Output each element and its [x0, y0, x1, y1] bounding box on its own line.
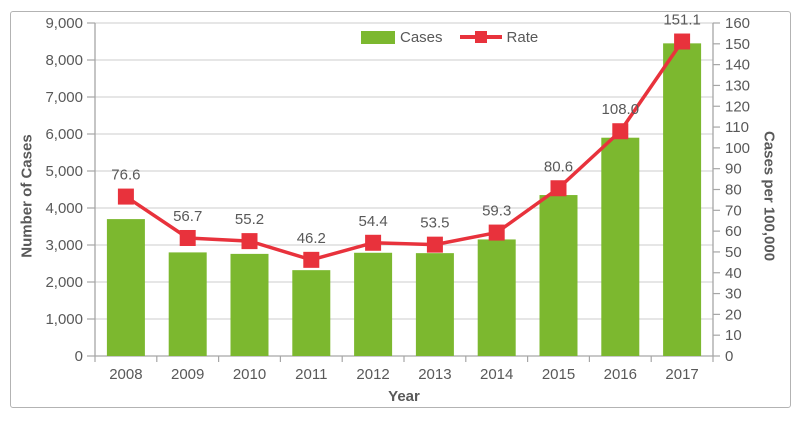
rate-legend-label: Rate	[506, 28, 539, 46]
right-axis-tick-label: 70	[725, 202, 742, 219]
right-axis-tick-label: 10	[725, 327, 742, 344]
right-axis-tick-label: 80	[725, 182, 742, 199]
rate-data-label: 76.6	[111, 167, 140, 184]
right-axis-tick-label: 120	[725, 98, 750, 115]
rate-marker-2013	[426, 236, 443, 253]
right-axis-tick-label: 130	[725, 77, 750, 94]
right-axis-tick-label: 20	[725, 306, 742, 323]
left-axis-tick-label: 3,000	[45, 237, 83, 254]
bar-2011	[292, 270, 331, 356]
left-axis-tick-label: 6,000	[45, 126, 83, 143]
year-label: 2011	[295, 366, 327, 383]
rate-data-label: 55.2	[235, 211, 264, 228]
rate-marker-2008	[117, 188, 134, 205]
year-label: 2015	[542, 366, 575, 383]
year-label: 2016	[604, 366, 637, 383]
year-label: 2010	[233, 366, 266, 383]
rate-marker-2016	[612, 123, 629, 140]
left-axis-tick-label: 4,000	[45, 200, 83, 217]
bar-2013	[415, 253, 454, 356]
year-label: 2009	[171, 366, 204, 383]
rate-marker-2012	[365, 234, 382, 251]
right-axis-tick-label: 140	[725, 57, 750, 74]
bar-2008	[106, 219, 145, 356]
x-axis-title: Year	[388, 388, 420, 405]
rate-data-label: 53.5	[420, 215, 449, 232]
cases-legend-label: Cases	[400, 28, 443, 46]
left-axis-tick-label: 5,000	[45, 163, 83, 180]
rate-data-label: 151.1	[663, 12, 701, 29]
right-axis-tick-label: 150	[725, 36, 750, 53]
rate-marker-2017	[674, 33, 691, 50]
right-axis-title: Cases per 100,000	[760, 130, 778, 262]
right-axis-tick-label: 30	[725, 286, 742, 303]
rate-line	[124, 40, 684, 262]
bar-2012	[354, 252, 393, 356]
right-axis-tick-label: 50	[725, 244, 742, 261]
left-axis-tick-label: 9,000	[45, 15, 83, 32]
right-axis-tick-label: 40	[725, 265, 742, 282]
rate-data-label: 46.2	[297, 230, 326, 247]
bar-2015	[539, 195, 578, 356]
rate-data-label: 80.6	[544, 158, 573, 175]
rate-data-label: 108.0	[602, 101, 640, 118]
left-axis-tick-label: 7,000	[45, 89, 83, 106]
rate-legend-line-icon	[459, 30, 502, 44]
rate-data-label: 56.7	[173, 208, 202, 225]
rate-marker-2009	[179, 229, 196, 246]
chart-legend: Cases Rate	[361, 27, 538, 47]
year-label: 2013	[418, 366, 451, 383]
rate-data-label: 54.4	[358, 213, 387, 230]
bar-2016	[601, 137, 640, 356]
left-axis-tick-label: 8,000	[45, 52, 83, 69]
bar-2010	[230, 253, 269, 356]
year-label: 2014	[480, 366, 513, 383]
bar-2017	[663, 43, 702, 356]
left-axis-title: Number of Cases	[18, 134, 36, 258]
year-label: 2008	[109, 366, 142, 383]
right-axis-tick-label: 110	[725, 119, 749, 136]
rate-data-label: 59.3	[482, 203, 511, 220]
cases-legend-swatch-icon	[361, 30, 395, 44]
year-label: 2017	[665, 366, 698, 383]
right-axis-tick-label: 60	[725, 223, 742, 240]
right-axis-tick-label: 100	[725, 140, 750, 157]
right-axis-tick-label: 0	[725, 348, 733, 365]
left-axis-tick-label: 0	[75, 348, 83, 365]
rate-marker-2011	[303, 251, 320, 268]
right-axis-tick-label: 90	[725, 161, 742, 178]
rate-marker-2010	[241, 233, 258, 250]
bar-2014	[477, 239, 516, 356]
left-axis-tick-label: 1,000	[45, 311, 83, 328]
rate-marker-2015	[550, 180, 567, 197]
right-axis-tick-label: 160	[725, 15, 750, 32]
left-axis-tick-label: 2,000	[45, 274, 83, 291]
year-label: 2012	[356, 366, 389, 383]
bar-2009	[168, 252, 207, 356]
rate-marker-2014	[488, 224, 505, 241]
